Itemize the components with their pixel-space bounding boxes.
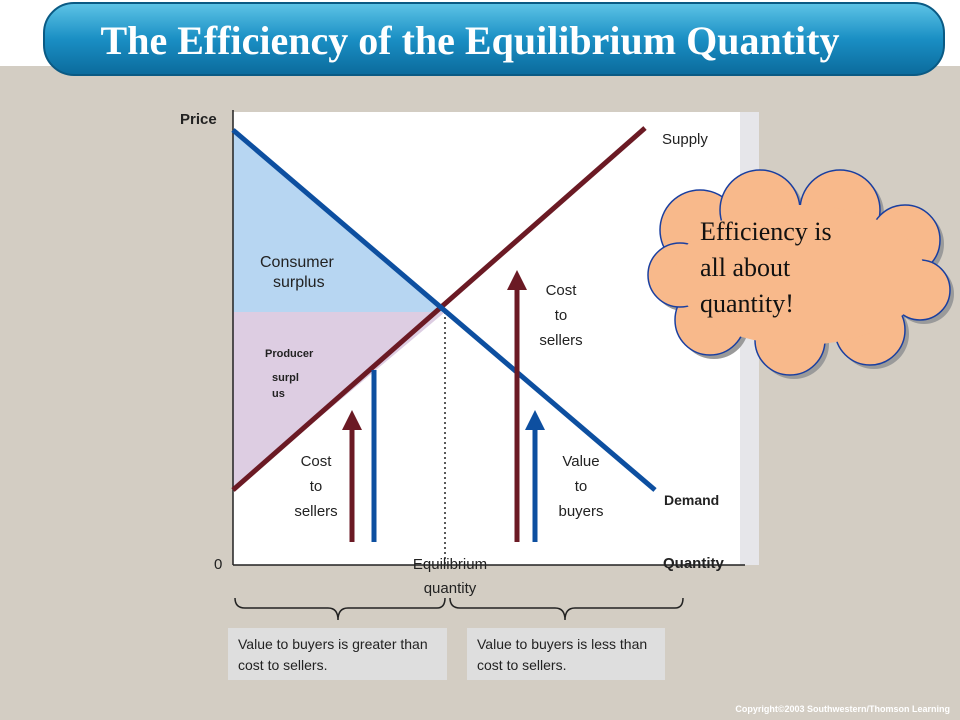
callout-text: all about xyxy=(700,253,791,282)
consumer-surplus-label: Consumer xyxy=(260,254,334,271)
cost-label: sellers xyxy=(539,332,582,349)
cost-label: to xyxy=(555,307,568,324)
supply-label: Supply xyxy=(662,131,708,148)
cost-label: to xyxy=(310,478,323,495)
callout-text: quantity! xyxy=(700,289,794,318)
origin-label: 0 xyxy=(214,556,222,573)
callout-cloud xyxy=(647,169,954,379)
brace xyxy=(234,597,446,621)
note-box: Value to buyers is greater than cost to … xyxy=(228,628,447,680)
title-pill xyxy=(43,2,945,76)
consumer-surplus-label: surplus xyxy=(273,274,325,291)
producer-surplus-label: Producer xyxy=(265,348,314,360)
demand-curve xyxy=(231,128,657,492)
cost-label: sellers xyxy=(294,503,337,520)
title: The Efficiency of the Equilibrium Quanti… xyxy=(101,18,840,63)
y-axis-label: Price xyxy=(180,111,217,128)
cost-label: Cost xyxy=(301,453,333,470)
producer-surplus-label: surpl xyxy=(272,372,299,384)
equilibrium-label: Equilibrium xyxy=(413,556,487,573)
demand-label: Demand xyxy=(664,492,719,508)
note-box: Value to buyers is less than cost to sel… xyxy=(467,628,665,680)
copyright: Copyright©2003 Southwestern/Thomson Lear… xyxy=(735,704,950,714)
value-label: buyers xyxy=(558,503,603,520)
producer-surplus-label: us xyxy=(272,388,285,400)
value-label: to xyxy=(575,478,588,495)
brace xyxy=(449,597,684,621)
callout-text: Efficiency is xyxy=(700,217,832,246)
value-label: Value xyxy=(562,453,599,470)
equilibrium-label: quantity xyxy=(424,580,477,597)
cost-label: Cost xyxy=(546,282,578,299)
x-axis-label: Quantity xyxy=(663,555,724,572)
